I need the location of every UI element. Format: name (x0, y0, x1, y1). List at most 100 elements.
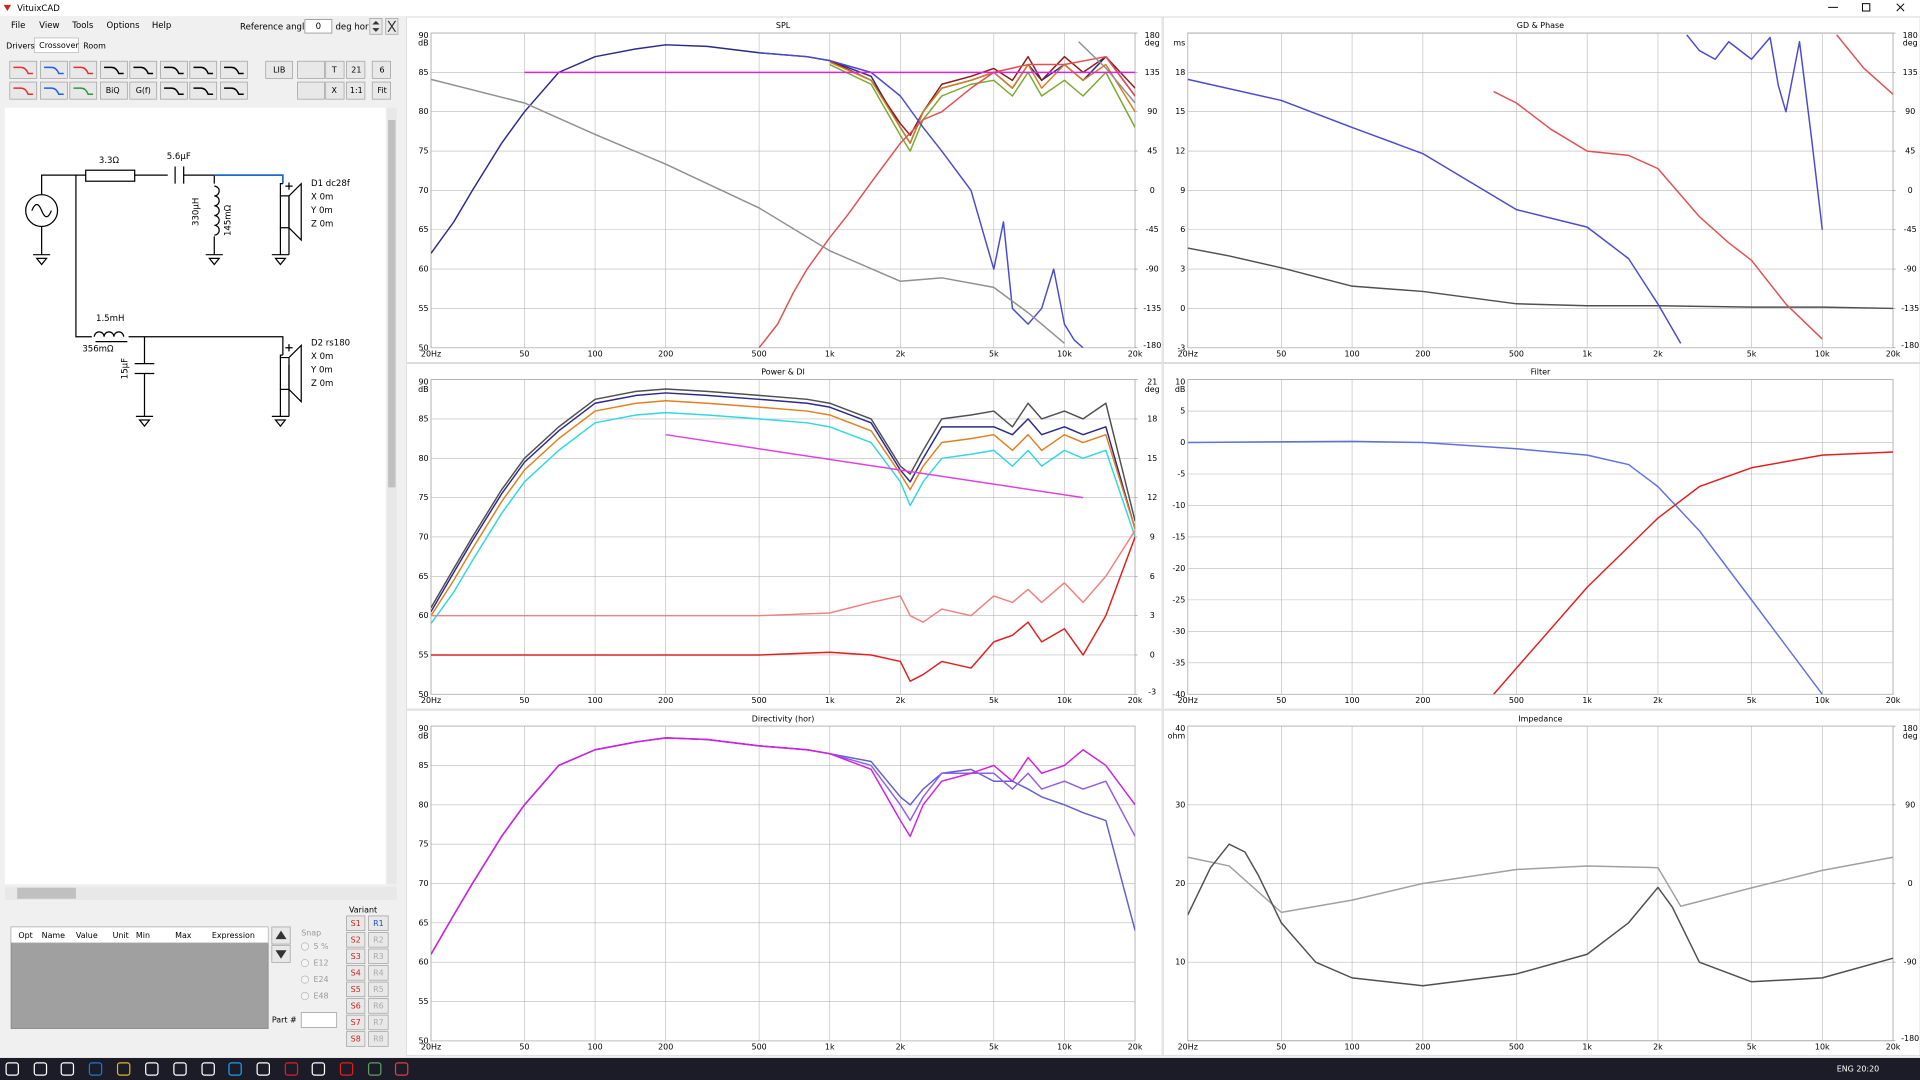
variant-button[interactable] (368, 932, 389, 948)
toolbar-button[interactable] (69, 81, 98, 100)
toolbar-button[interactable] (220, 81, 248, 100)
variant-label: S5 (351, 985, 361, 994)
toolbar-button-label[interactable]: 1:1 (350, 86, 363, 95)
toolbar-button-label[interactable]: LIB (273, 65, 285, 74)
menu-item[interactable]: Tools (71, 21, 94, 31)
app-icon (3, 4, 12, 12)
scroll-thumb[interactable] (388, 120, 396, 488)
variant-button[interactable] (368, 998, 389, 1014)
horizontal-scrollbar[interactable] (4, 886, 397, 900)
snap-radio[interactable] (300, 942, 309, 951)
toolbar-button[interactable] (325, 60, 345, 79)
x-tick-label: 2k (1653, 696, 1663, 705)
reference-angle-input[interactable] (304, 19, 333, 34)
toolbar-button[interactable] (189, 81, 218, 100)
part-input[interactable] (300, 1012, 338, 1028)
toolbar-button[interactable] (371, 81, 391, 100)
taskbar-icon[interactable] (394, 1062, 409, 1076)
toolbar-button[interactable] (346, 81, 366, 100)
taskbar-icon[interactable] (311, 1062, 326, 1076)
variant-button[interactable] (346, 915, 366, 931)
menu-item[interactable]: View (39, 21, 59, 31)
variant-button[interactable] (346, 998, 366, 1014)
y2-tick-label: 45 (1147, 147, 1157, 156)
schematic-canvas[interactable] (4, 107, 386, 885)
variant-button[interactable] (368, 1031, 389, 1047)
variant-button[interactable] (346, 1014, 366, 1031)
y-tick-label: 5 (1180, 407, 1185, 416)
taskbar-icon[interactable] (33, 1062, 48, 1076)
toolbar-button[interactable] (325, 81, 345, 100)
tab[interactable]: Crossover (39, 41, 79, 50)
taskbar-icon[interactable] (5, 1062, 19, 1076)
toolbar-button[interactable] (129, 60, 158, 79)
taskbar-icon[interactable] (256, 1062, 270, 1076)
snap-radio[interactable] (300, 975, 309, 984)
variant-button[interactable] (368, 948, 389, 965)
taskbar-icon[interactable] (145, 1062, 159, 1076)
toolbar-button[interactable] (9, 81, 38, 100)
tab-active[interactable] (33, 37, 79, 53)
toolbar-button[interactable] (100, 60, 128, 79)
taskbar-icon[interactable] (284, 1062, 299, 1076)
variant-button[interactable] (346, 981, 366, 998)
tab[interactable]: Drivers (6, 41, 35, 50)
language-indicator[interactable]: ENG (1837, 1064, 1854, 1073)
vertical-scrollbar[interactable] (386, 107, 397, 885)
taskbar-icon[interactable] (60, 1062, 75, 1076)
menu-item[interactable]: Options (107, 21, 141, 31)
toolbar-button-label[interactable]: 6 (380, 65, 385, 74)
toolbar-button-label[interactable]: T (331, 65, 337, 74)
toolbar-button-label[interactable]: G(f) (136, 86, 151, 95)
toolbar-button-label[interactable]: X (332, 86, 338, 95)
angle-spin-button[interactable] (369, 18, 383, 35)
taskbar-icon[interactable] (367, 1062, 382, 1076)
chart-title: Filter (1531, 368, 1551, 377)
close-button[interactable] (1896, 3, 1905, 12)
variant-button[interactable] (346, 932, 366, 948)
taskbar-icon[interactable] (88, 1062, 103, 1076)
toolbar-button[interactable] (40, 60, 68, 79)
variant-button[interactable] (346, 965, 366, 981)
taskbar-icon[interactable] (173, 1062, 187, 1076)
variant-button[interactable] (368, 981, 389, 998)
toolbar-button[interactable] (69, 60, 98, 79)
toolbar-button[interactable] (371, 60, 391, 79)
toolbar-button-label[interactable]: BiQ (106, 86, 120, 95)
menu-item[interactable]: File (11, 21, 25, 31)
taskbar-icon[interactable] (228, 1062, 242, 1076)
variant-button[interactable] (368, 965, 389, 981)
variant-button[interactable] (346, 1031, 366, 1047)
toolbar-button[interactable] (346, 60, 366, 79)
snap-radio[interactable] (300, 959, 309, 968)
toolbar-button[interactable] (265, 60, 294, 79)
menu-item[interactable]: Help (152, 21, 172, 31)
tab[interactable]: Room (83, 41, 106, 50)
toolbar-button[interactable] (220, 60, 248, 79)
variant-button[interactable] (368, 1014, 389, 1031)
toolbar-button[interactable] (160, 60, 188, 79)
toolbar-button[interactable] (160, 81, 188, 100)
taskbar-icon[interactable] (116, 1062, 131, 1076)
variant-button[interactable] (368, 915, 389, 931)
title-bar (0, 0, 1920, 16)
toolbar-button[interactable] (40, 81, 68, 100)
reference-angle-value[interactable]: 0 (316, 22, 321, 32)
variant-button[interactable] (346, 948, 366, 965)
snap-radio[interactable] (300, 992, 309, 1001)
toolbar-button[interactable] (189, 60, 218, 79)
toolbar-button[interactable] (100, 81, 128, 100)
scroll-thumb[interactable] (17, 887, 76, 899)
toolbar-button[interactable] (129, 81, 158, 100)
schematic (25, 166, 302, 428)
taskbar-icon[interactable] (339, 1062, 354, 1076)
restore-button[interactable] (1861, 3, 1871, 12)
toolbar-button[interactable] (297, 60, 325, 79)
toolbar-button-label[interactable]: 21 (351, 65, 361, 74)
toolbar-button-label[interactable]: Fit (377, 86, 386, 95)
clock[interactable]: 20:20 (1856, 1064, 1879, 1073)
taskbar-icon[interactable] (201, 1062, 215, 1076)
toolbar-button[interactable] (9, 60, 38, 79)
parameter-table[interactable] (10, 926, 269, 1029)
toolbar-button[interactable] (297, 81, 325, 100)
